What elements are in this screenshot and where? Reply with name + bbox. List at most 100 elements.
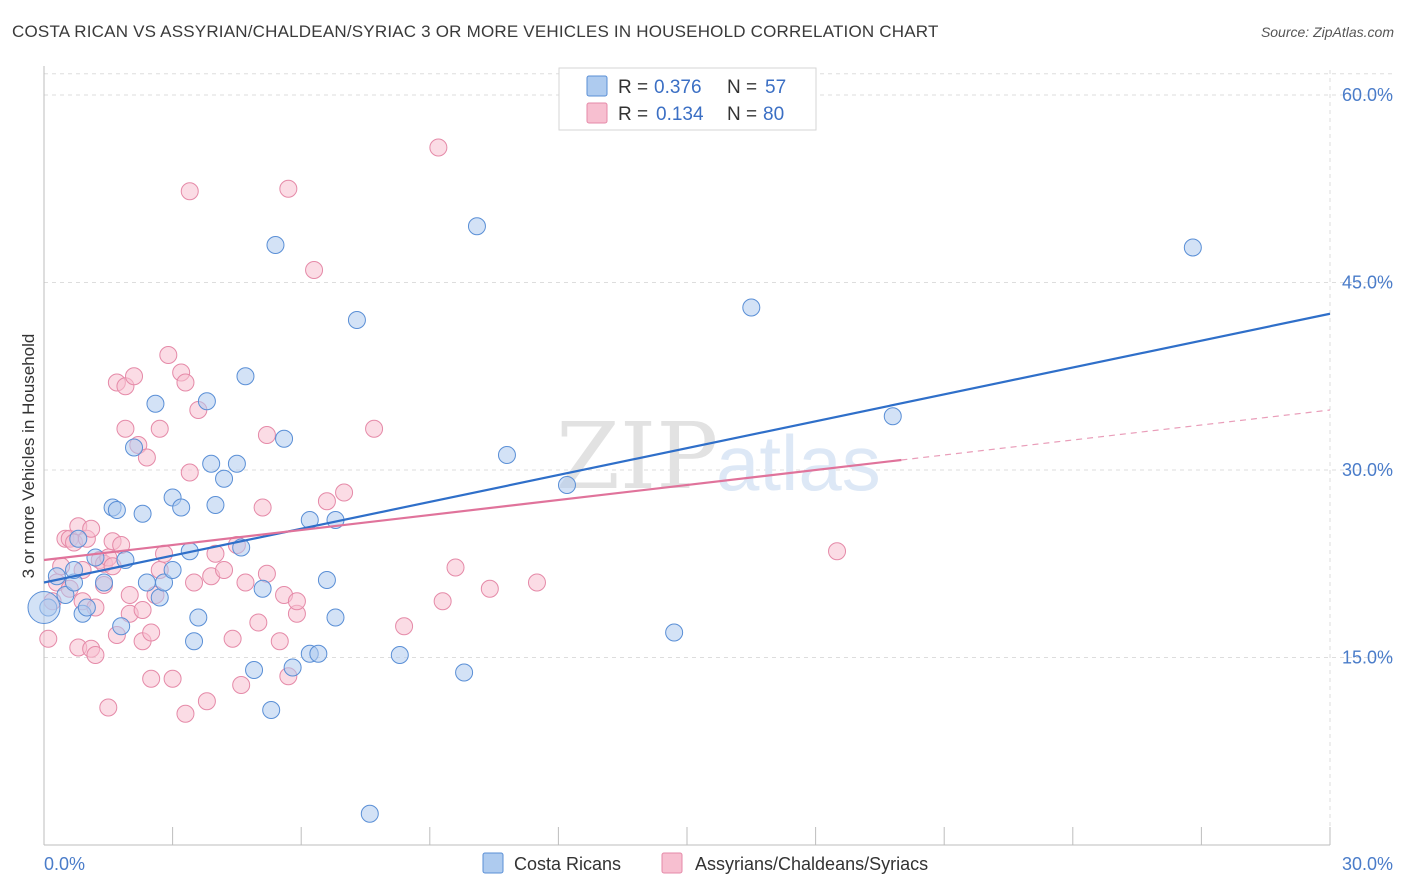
- axes: [43, 66, 1331, 846]
- y-tick-label-0: 15.0%: [1342, 648, 1393, 668]
- blue-point-35: [262, 701, 281, 719]
- y-tick-labels: 15.0% 30.0% 45.0% 60.0%: [1342, 85, 1393, 668]
- blue-point-54: [883, 407, 902, 426]
- trend-line-assyrians-extension: [901, 409, 1331, 461]
- pink-point-62: [257, 426, 276, 444]
- x-tick-label-1: 30.0%: [1342, 854, 1393, 874]
- blue-point-14: [125, 438, 144, 457]
- pink-point-33: [133, 601, 152, 619]
- blue-point-8: [86, 548, 105, 567]
- pink-point-30: [120, 586, 139, 604]
- blue-point-29: [215, 469, 234, 488]
- blue-point-55: [1183, 238, 1202, 257]
- legend-n-label-2: N =: [727, 104, 757, 125]
- blue-point-32: [236, 367, 255, 386]
- pink-point-36: [142, 669, 161, 688]
- blue-point-26: [197, 392, 216, 411]
- pink-point-13: [82, 519, 101, 538]
- x-tick-label-0: 0.0%: [44, 854, 85, 874]
- y-axis-label: 3 or more Vehicles in Household: [19, 334, 38, 579]
- blue-point-46: [360, 804, 379, 823]
- blue-point-53: [742, 298, 761, 317]
- blue-point-22: [172, 498, 191, 517]
- bottom-legend-label-assyrians: Assyrians/Chaldeans/Syriacs: [695, 854, 928, 874]
- blue-point-43: [326, 608, 345, 627]
- watermark-zip: ZIP: [556, 403, 718, 510]
- pink-point-63: [270, 632, 289, 651]
- blue-point-51: [557, 476, 576, 494]
- pink-point-61: [257, 564, 276, 583]
- blue-point-30: [227, 454, 246, 473]
- legend-n-value-1: 57: [765, 77, 786, 98]
- blue-point-36: [266, 236, 285, 254]
- blue-point-34: [253, 579, 272, 598]
- blue-point-42: [317, 571, 336, 589]
- pink-point-77: [527, 573, 546, 592]
- y-tick-label-1: 30.0%: [1342, 460, 1393, 480]
- pink-point-47: [180, 463, 199, 482]
- blue-point-19: [155, 573, 174, 592]
- trend-lines: [43, 312, 1331, 584]
- blue-point-33: [245, 661, 264, 679]
- pink-point-78: [429, 138, 448, 157]
- legend-swatch-blue: [586, 75, 608, 97]
- legend-swatch-pink: [586, 102, 608, 124]
- legend-n-value-2: 80: [763, 104, 784, 125]
- legend-n-label-1: N =: [727, 77, 757, 98]
- blue-point-25: [189, 608, 208, 627]
- blue-point-15: [133, 504, 152, 523]
- pink-point-71: [335, 483, 354, 502]
- blue-point-45: [347, 311, 366, 329]
- blue-point-24: [185, 632, 204, 651]
- blue-point-11: [107, 501, 126, 519]
- legend-r-label-2: R =: [618, 104, 648, 125]
- bottom-legend-swatch-blue: [482, 852, 504, 874]
- grid-lines: [44, 70, 1392, 845]
- bottom-legend-swatch-pink: [661, 852, 683, 874]
- blue-point-52: [665, 623, 684, 642]
- pink-point-79: [828, 542, 847, 561]
- pink-point-42: [159, 346, 178, 364]
- pink-point-45: [176, 373, 195, 392]
- trend-line-assyrians: [43, 458, 902, 562]
- x-tick-labels: 0.0% 30.0%: [44, 854, 1393, 874]
- watermark-atlas: atlas: [716, 419, 881, 507]
- blue-point-17: [146, 394, 165, 413]
- blue-point-18: [150, 588, 169, 607]
- top-legend: R = 0.376 N = 57 R = 0.134 N = 80: [558, 67, 817, 131]
- blue-point-41: [309, 644, 328, 663]
- pink-point-76: [480, 579, 499, 598]
- source-credit: Source: ZipAtlas.com: [1260, 24, 1394, 40]
- y-tick-label-3: 60.0%: [1342, 85, 1393, 105]
- pink-point-35: [137, 448, 156, 467]
- legend-r-value-2: 0.134: [656, 104, 704, 125]
- pink-point-69: [305, 261, 324, 279]
- series-costa-ricans-points: [27, 217, 1202, 823]
- blue-point-47: [390, 646, 409, 664]
- blue-point-7: [77, 598, 96, 617]
- blue-point-20: [163, 561, 182, 579]
- pink-point-39: [150, 419, 169, 438]
- pink-point-21: [99, 698, 118, 717]
- legend-r-label-1: R =: [618, 77, 648, 98]
- pink-point-0: [39, 629, 58, 648]
- pink-point-43: [163, 669, 182, 688]
- blue-point-48: [455, 663, 474, 682]
- pink-point-68: [287, 592, 306, 611]
- trend-line-costa-ricans: [43, 312, 1331, 584]
- bottom-legend: Costa Ricans Assyrians/Chaldeans/Syriacs: [482, 852, 928, 874]
- pink-point-73: [395, 617, 414, 636]
- pink-point-53: [206, 544, 225, 563]
- blue-point-49: [467, 217, 486, 236]
- pink-point-55: [223, 629, 242, 648]
- pink-point-37: [142, 623, 161, 642]
- blue-point-12: [112, 617, 131, 636]
- pink-point-15: [86, 646, 105, 664]
- pink-point-54: [215, 561, 234, 579]
- blue-point-9: [95, 573, 114, 592]
- blue-point-5: [69, 529, 88, 548]
- legend-r-value-1: 0.376: [654, 77, 702, 98]
- pink-point-27: [116, 419, 135, 438]
- pink-point-48: [180, 182, 199, 201]
